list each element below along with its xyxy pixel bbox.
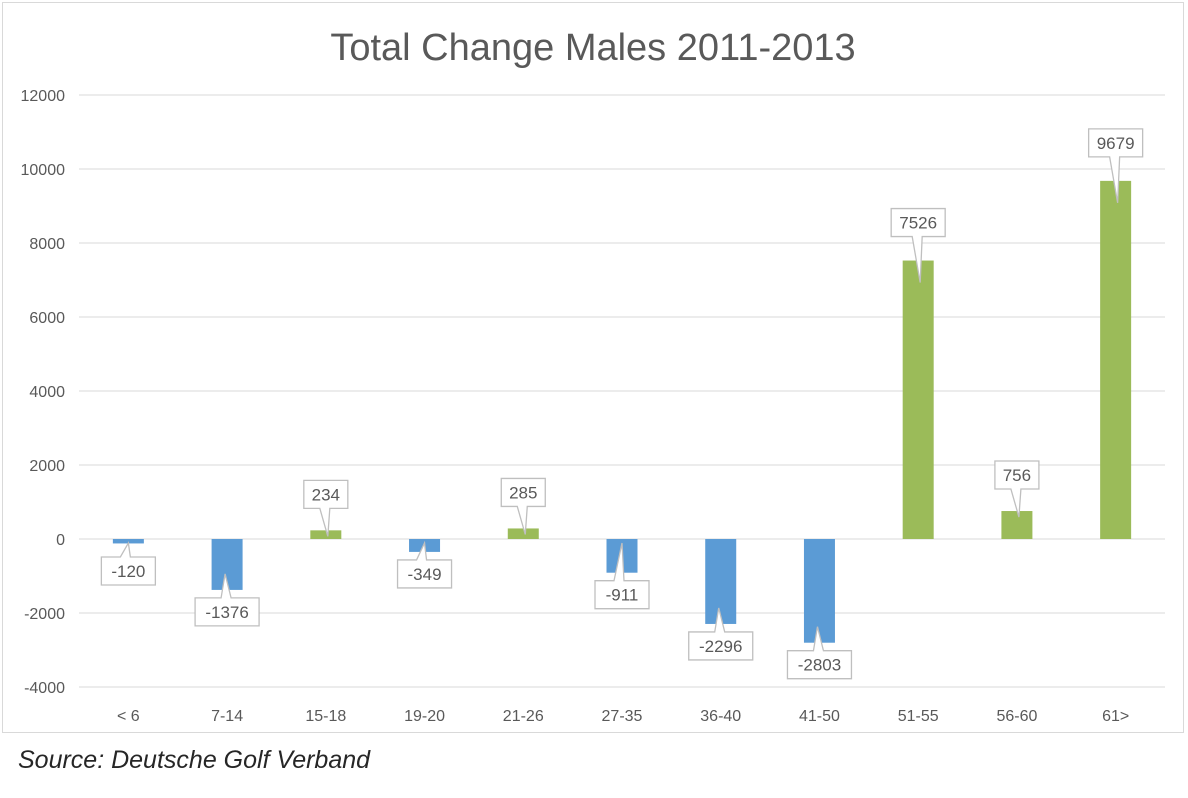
data-label-text: 285 xyxy=(509,483,537,502)
data-label-text: -2803 xyxy=(798,656,841,675)
y-tick-label: 6000 xyxy=(29,310,65,327)
data-label-box xyxy=(994,460,1040,518)
data-label-box xyxy=(500,477,546,535)
bar-6 xyxy=(112,539,144,544)
data-label: -2803 xyxy=(786,626,853,680)
y-tick-label: 0 xyxy=(56,532,65,549)
x-tick-label: 19-20 xyxy=(404,708,445,725)
data-label: -2296 xyxy=(688,607,754,661)
data-label-box xyxy=(786,626,853,680)
bar-21-26 xyxy=(507,528,539,539)
x-tick-label: 21-26 xyxy=(503,708,544,725)
data-label: -349 xyxy=(396,540,453,589)
data-label-text: 7526 xyxy=(899,214,937,233)
x-tick-label: 15-18 xyxy=(305,708,346,725)
data-label: -120 xyxy=(100,541,157,586)
source-note: Source: Deutsche Golf Verband xyxy=(18,746,371,774)
y-tick-label: 8000 xyxy=(29,236,65,253)
data-label: -911 xyxy=(594,542,650,610)
data-label-box xyxy=(303,479,349,537)
bar-chart: Total Change Males 2011-2013 -4000 -2000 0… xyxy=(21,27,1165,725)
data-label: 7526 xyxy=(890,207,946,283)
y-tick-label: 10000 xyxy=(21,162,66,179)
data-label: 756 xyxy=(994,460,1040,518)
data-label-box xyxy=(1087,128,1144,203)
x-tick-label: 56-60 xyxy=(996,708,1037,725)
data-label: 234 xyxy=(303,479,349,537)
data-label-text: -2296 xyxy=(699,637,742,656)
data-label: 285 xyxy=(500,477,546,535)
y-tick-label: 4000 xyxy=(29,384,65,401)
x-tick-label: 41-50 xyxy=(799,708,840,725)
data-label-box xyxy=(396,540,453,589)
data-label: 9679 xyxy=(1087,128,1144,203)
x-tick-label: 61> xyxy=(1102,708,1129,725)
data-label-box xyxy=(194,573,260,627)
bar-56-60 xyxy=(1001,511,1033,539)
data-label-text: -1376 xyxy=(205,603,248,622)
data-label-text: 9679 xyxy=(1097,134,1135,153)
data-label-text: 234 xyxy=(312,485,340,504)
data-labels: -120 -1376 234 -349 285 -911 -2296 -2803 7526 756… xyxy=(100,128,1144,680)
bar-61 xyxy=(1100,180,1132,539)
data-label-box xyxy=(100,541,157,586)
data-label-box xyxy=(688,607,754,661)
data-label-text: 756 xyxy=(1003,466,1031,485)
data-label: -1376 xyxy=(194,573,260,627)
y-axis-ticks: -4000 -2000 0 2000 4000 6000 8000 10000 12000 xyxy=(21,88,66,697)
gridlines xyxy=(79,94,1165,688)
data-label-box xyxy=(890,207,946,283)
y-tick-label: -2000 xyxy=(24,606,65,623)
x-tick-label: 7-14 xyxy=(211,708,243,725)
bar-41-50 xyxy=(803,539,835,643)
x-tick-label: 51-55 xyxy=(898,708,939,725)
y-tick-label: -4000 xyxy=(24,680,65,697)
y-tick-label: 12000 xyxy=(21,88,66,105)
bar-15-18 xyxy=(310,530,342,539)
chart-title: Total Change Males 2011-2013 xyxy=(330,27,855,69)
x-axis-ticks: < 6 7-14 15-18 19-20 21-26 27-35 36-40 41-50 51-… xyxy=(117,708,1129,725)
data-label-box xyxy=(594,542,650,610)
bar-51-55 xyxy=(902,260,934,539)
x-tick-label: < 6 xyxy=(117,708,140,725)
bar-36-40 xyxy=(705,539,737,624)
data-label-text: -120 xyxy=(111,562,145,581)
x-tick-label: 36-40 xyxy=(700,708,741,725)
x-tick-label: 27-35 xyxy=(602,708,643,725)
y-tick-label: 2000 xyxy=(29,458,65,475)
data-label-text: -911 xyxy=(606,586,639,605)
chart-frame: Total Change Males 2011-2013 -4000 -2000 0… xyxy=(2,2,1184,733)
data-label-text: -349 xyxy=(408,565,442,584)
